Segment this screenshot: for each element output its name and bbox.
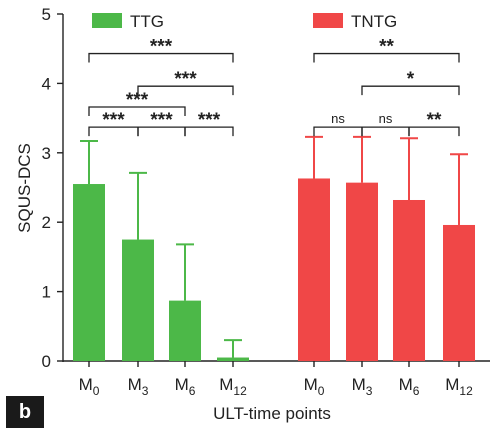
x-tick-label: M3 bbox=[128, 375, 149, 398]
y-tick-label: 0 bbox=[42, 352, 51, 371]
significance-bracket bbox=[361, 85, 460, 96]
significance-bracket bbox=[88, 106, 186, 116]
axes: 0 1 2 3 4 5 SQUS-DCS ULT-time points M0 M3 M6 M12 M0… bbox=[15, 5, 490, 423]
significance-bracket bbox=[313, 52, 460, 63]
significance-bracket bbox=[137, 85, 234, 96]
significance-bracket bbox=[313, 126, 363, 137]
x-tick-label: M0 bbox=[79, 375, 100, 398]
panel-label: b bbox=[6, 396, 44, 428]
significance-label: *** bbox=[174, 69, 197, 90]
chart-marks: *** *** ************ns ns ***** bbox=[73, 37, 475, 361]
x-tick-label: M12 bbox=[445, 375, 473, 398]
x-tick-label: M0 bbox=[304, 375, 325, 398]
y-tick-label: 4 bbox=[42, 74, 51, 93]
bar-tntg-3 bbox=[443, 224, 475, 361]
bar-tntg-2 bbox=[393, 199, 425, 361]
x-tick-label: M6 bbox=[399, 375, 420, 398]
significance-bracket bbox=[408, 126, 460, 137]
legend-swatch-ttg bbox=[92, 13, 122, 28]
x-tick-label: M3 bbox=[352, 375, 373, 398]
x-tick-label: M6 bbox=[175, 375, 196, 398]
significance-label: *** bbox=[150, 110, 173, 131]
y-tick-label: 2 bbox=[42, 213, 51, 232]
significance-label: *** bbox=[102, 110, 125, 131]
significance-label: *** bbox=[150, 37, 173, 58]
y-tick-label: 3 bbox=[42, 144, 51, 163]
significance-bracket bbox=[361, 126, 410, 137]
legend-label-tntg: TNTG bbox=[351, 12, 397, 31]
significance-label: *** bbox=[126, 90, 149, 111]
bar-ttg-1 bbox=[122, 239, 154, 361]
bar-ttg-3 bbox=[217, 357, 249, 361]
significance-bracket bbox=[88, 52, 234, 63]
significance-label: ** bbox=[427, 110, 442, 131]
legend: TTG TNTG bbox=[92, 12, 397, 31]
y-tick-label: 1 bbox=[42, 283, 51, 302]
y-axis-label: SQUS-DCS bbox=[15, 143, 34, 233]
significance-label: ** bbox=[379, 37, 394, 58]
legend-label-ttg: TTG bbox=[130, 12, 164, 31]
significance-label: * bbox=[407, 69, 415, 90]
x-axis-label: ULT-time points bbox=[213, 404, 331, 423]
significance-label: ns bbox=[379, 111, 393, 126]
y-tick-label: 5 bbox=[42, 5, 51, 24]
significance-bracket bbox=[184, 126, 234, 137]
bar-ttg-0 bbox=[73, 184, 105, 361]
bar-ttg-2 bbox=[169, 300, 201, 361]
significance-label: ns bbox=[331, 111, 345, 126]
significance-label: *** bbox=[198, 110, 221, 131]
legend-swatch-tntg bbox=[313, 13, 343, 28]
bar-tntg-1 bbox=[346, 182, 378, 361]
x-tick-label: M12 bbox=[219, 375, 247, 398]
bar-tntg-0 bbox=[298, 178, 330, 361]
